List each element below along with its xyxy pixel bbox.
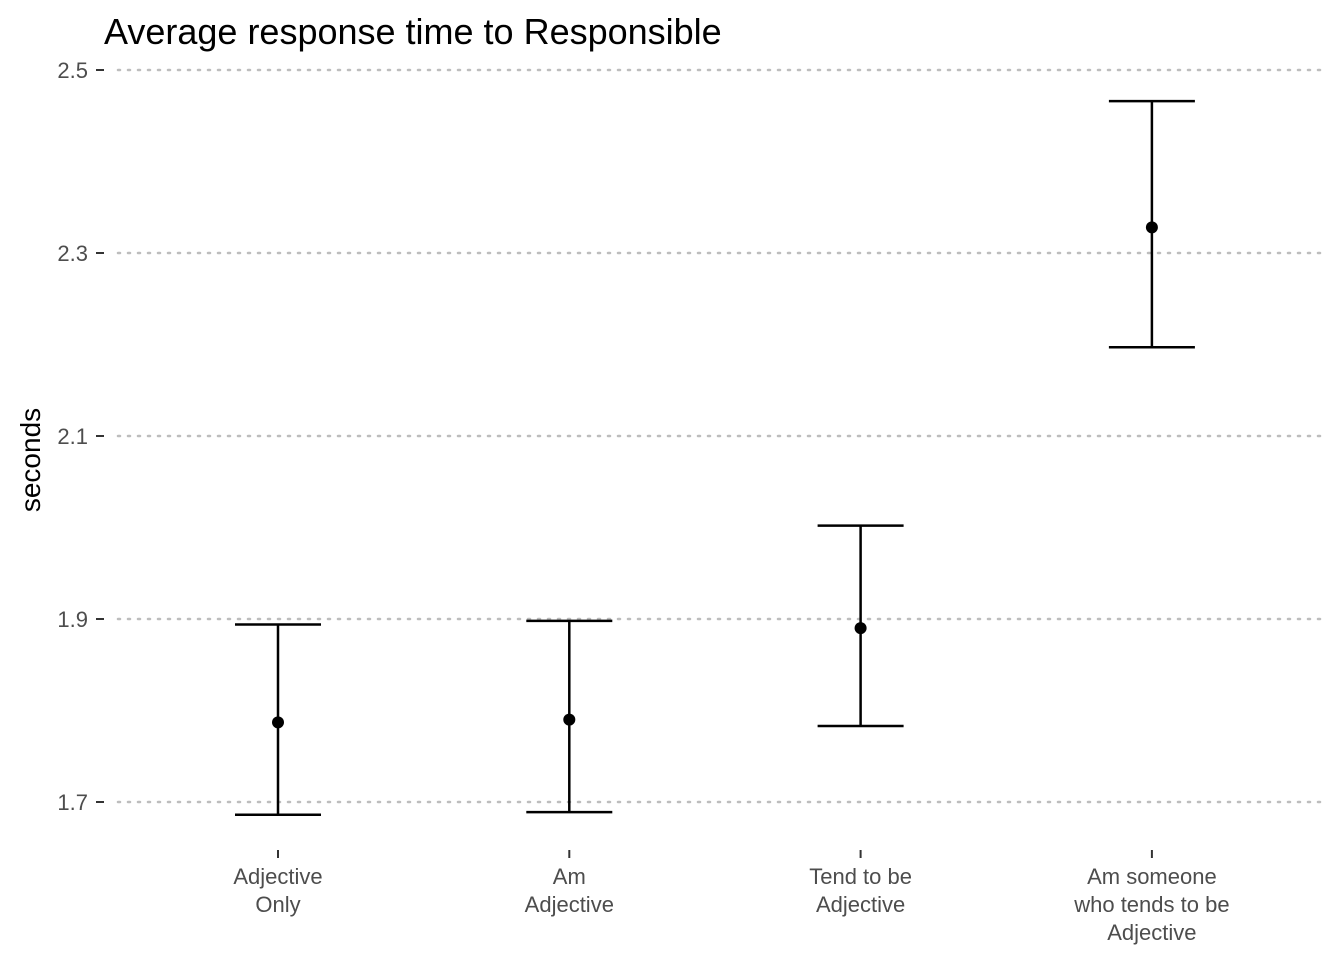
y-axis-label: seconds bbox=[15, 408, 46, 512]
x-tick-label: Am someone who tends to be Adjective bbox=[1073, 864, 1229, 945]
x-axis-ticks: Adjective Only Am Adjective Tend to be Adject… bbox=[233, 850, 1230, 945]
x-tick-label-line: Adjective bbox=[1107, 920, 1196, 945]
error-bar bbox=[526, 619, 613, 814]
x-tick-label-line: Tend to be bbox=[809, 864, 912, 889]
data-point bbox=[854, 622, 867, 635]
y-tick-label: 2.1 bbox=[57, 424, 88, 449]
y-tick-label: 2.5 bbox=[57, 58, 88, 83]
y-axis-ticks: 1.7 1.9 2.1 2.3 2.5 bbox=[57, 58, 104, 815]
x-tick-label-line: Adjective bbox=[816, 892, 905, 917]
error-bar bbox=[235, 623, 321, 817]
data-point bbox=[1145, 221, 1158, 234]
x-tick-label-line: Adjective bbox=[525, 892, 614, 917]
y-tick-label: 1.9 bbox=[57, 607, 88, 632]
x-tick-label: Tend to be Adjective bbox=[809, 864, 912, 917]
x-tick-label-line: Only bbox=[255, 892, 300, 917]
data-point bbox=[563, 713, 576, 726]
error-bar bbox=[1108, 99, 1195, 349]
x-tick-label-line: Am bbox=[553, 864, 586, 889]
x-tick-label: Adjective Only bbox=[233, 864, 322, 917]
x-tick-label-line: Am someone bbox=[1087, 864, 1217, 889]
error-bars bbox=[235, 99, 1195, 817]
x-tick-label-line: Adjective bbox=[233, 864, 322, 889]
y-tick-label: 1.7 bbox=[57, 790, 88, 815]
data-point bbox=[272, 716, 284, 729]
x-tick-label-line: who tends to be bbox=[1073, 892, 1229, 917]
error-bar bbox=[817, 524, 904, 728]
y-tick-label: 2.3 bbox=[57, 241, 88, 266]
x-tick-label: Am Adjective bbox=[525, 864, 614, 917]
chart-title: Average response time to Responsible bbox=[104, 11, 722, 52]
grid-lines bbox=[116, 68, 1327, 804]
